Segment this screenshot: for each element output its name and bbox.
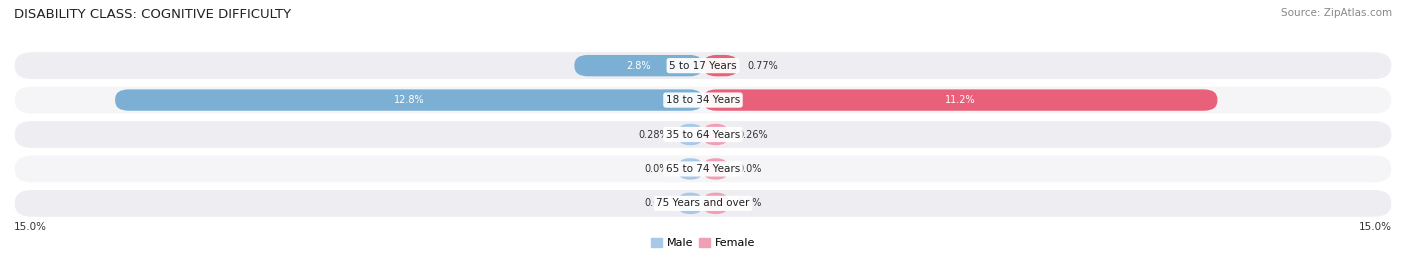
Text: 0.26%: 0.26% [738,129,768,140]
Text: 65 to 74 Years: 65 to 74 Years [666,164,740,174]
FancyBboxPatch shape [703,158,728,180]
FancyBboxPatch shape [14,121,1392,148]
Text: 0.28%: 0.28% [638,129,669,140]
Text: 75 Years and over: 75 Years and over [657,198,749,208]
Text: 11.2%: 11.2% [945,95,976,105]
Text: 0.0%: 0.0% [738,164,762,174]
Text: 0.0%: 0.0% [738,198,762,208]
FancyBboxPatch shape [14,189,1392,217]
FancyBboxPatch shape [703,193,728,214]
Text: 18 to 34 Years: 18 to 34 Years [666,95,740,105]
Text: 2.8%: 2.8% [627,61,651,71]
FancyBboxPatch shape [703,124,728,145]
FancyBboxPatch shape [575,55,703,76]
Text: 12.8%: 12.8% [394,95,425,105]
Text: 15.0%: 15.0% [1360,222,1392,232]
Text: DISABILITY CLASS: COGNITIVE DIFFICULTY: DISABILITY CLASS: COGNITIVE DIFFICULTY [14,8,291,21]
Text: 0.77%: 0.77% [748,61,779,71]
FancyBboxPatch shape [115,89,703,111]
Text: 0.0%: 0.0% [644,198,669,208]
FancyBboxPatch shape [678,158,703,180]
FancyBboxPatch shape [678,193,703,214]
Text: 0.0%: 0.0% [644,164,669,174]
Text: 35 to 64 Years: 35 to 64 Years [666,129,740,140]
FancyBboxPatch shape [14,86,1392,114]
FancyBboxPatch shape [14,52,1392,80]
Legend: Male, Female: Male, Female [647,234,759,253]
Text: 15.0%: 15.0% [14,222,46,232]
FancyBboxPatch shape [703,89,1218,111]
Text: 5 to 17 Years: 5 to 17 Years [669,61,737,71]
FancyBboxPatch shape [678,124,703,145]
FancyBboxPatch shape [703,55,738,76]
Text: Source: ZipAtlas.com: Source: ZipAtlas.com [1281,8,1392,18]
FancyBboxPatch shape [14,155,1392,183]
